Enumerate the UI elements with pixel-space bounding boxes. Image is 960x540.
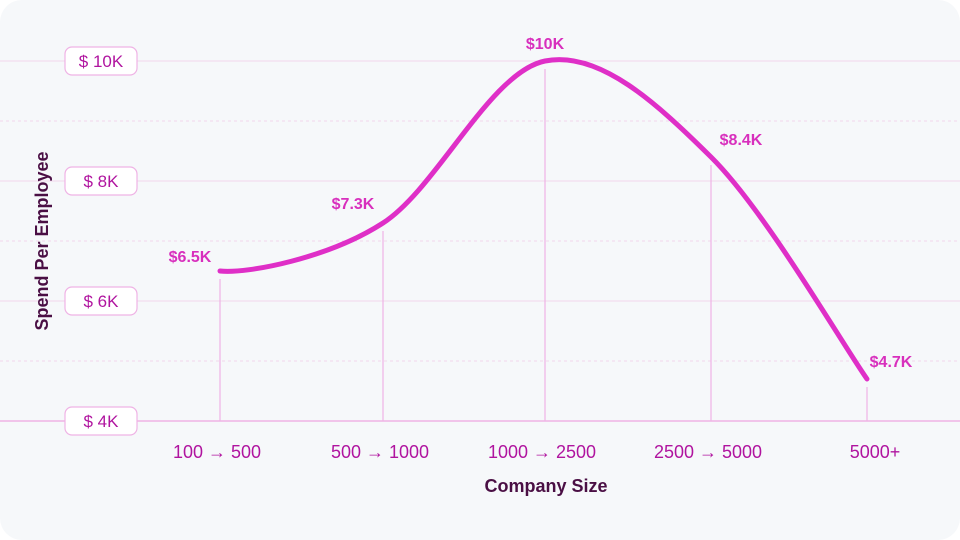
data-label: $4.7K [870,354,913,371]
y-tick-label: $ 10K [79,52,124,71]
y-tick-label: $ 6K [84,292,120,311]
x-tick-label: 2500 → 5000 [654,442,762,462]
x-tick-label: 5000+ [850,442,901,462]
data-label: $7.3K [332,196,375,213]
y-tick-label: $ 4K [84,412,120,431]
y-tick-box [64,46,138,76]
y-tick: $ 8K [64,166,138,196]
y-tick-labels: $ 10K $ 8K $ 6K $ 4K [64,46,138,436]
x-tick-label: 1000 → 2500 [488,442,596,462]
y-tick-box [64,286,138,316]
series-line [217,57,870,382]
y-tick: $ 6K [64,286,138,316]
data-label: $10K [526,36,565,53]
y-tick-label: $ 8K [84,172,120,191]
y-tick: $ 4K [64,406,138,436]
y-axis-title: Spend Per Employee [32,151,52,330]
y-tick: $ 10K [64,46,138,76]
grid-lines [0,60,960,362]
drop-lines [219,69,868,421]
data-labels: $6.5K $7.3K $10K $8.4K $4.7K [169,36,913,371]
x-axis-title: Company Size [484,476,607,496]
data-label: $6.5K [169,249,212,266]
x-tick-label: 500 → 1000 [331,442,429,462]
y-tick-box [64,166,138,196]
x-tick-labels: 100 → 500 500 → 1000 1000 → 2500 2500 → 500… [173,442,900,462]
x-tick-label: 100 → 500 [173,442,261,462]
data-label: $8.4K [720,132,763,149]
y-tick-box [64,406,138,436]
